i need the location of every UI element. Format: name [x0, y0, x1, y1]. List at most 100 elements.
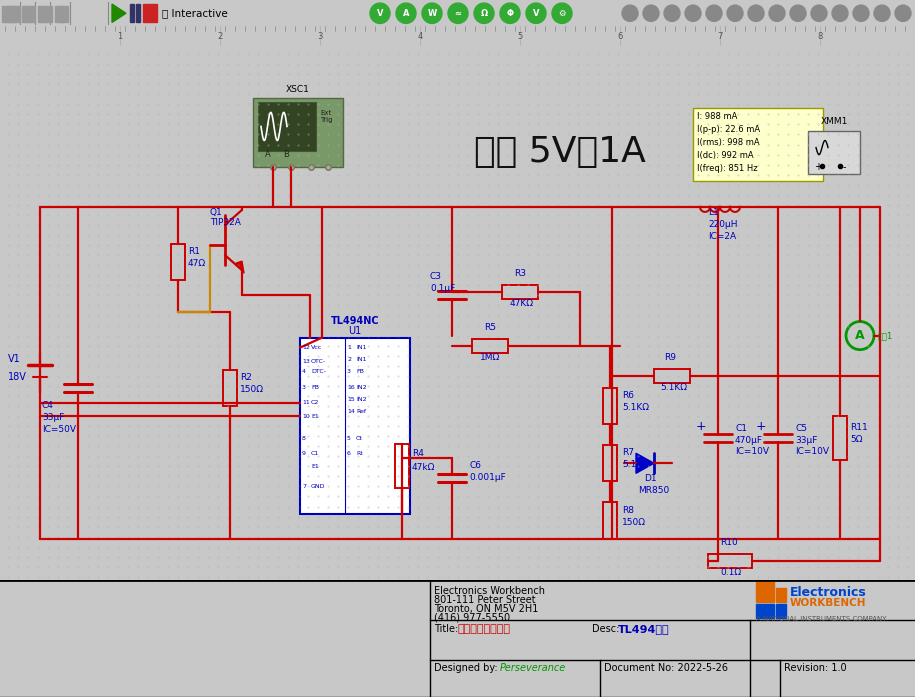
Text: C5: C5: [795, 424, 807, 433]
Text: IC=10V: IC=10V: [795, 447, 829, 456]
Text: I: 988 mA: I: 988 mA: [697, 112, 737, 121]
Text: 5: 5: [517, 32, 522, 40]
Text: 3: 3: [302, 385, 306, 390]
Circle shape: [790, 5, 806, 22]
Bar: [60, 6, 68, 22]
Text: 4: 4: [302, 369, 306, 374]
Circle shape: [706, 5, 722, 22]
Text: 150Ω: 150Ω: [240, 385, 264, 394]
Text: I(rms): 998 mA: I(rms): 998 mA: [697, 138, 759, 147]
Text: 470µF: 470µF: [735, 436, 763, 445]
Text: Vcc: Vcc: [311, 345, 322, 350]
Bar: [130, 4, 134, 22]
Circle shape: [448, 3, 468, 24]
Text: 零件1: 零件1: [878, 331, 893, 340]
Text: IN1: IN1: [356, 345, 367, 350]
Text: XMM1: XMM1: [821, 117, 847, 126]
Circle shape: [422, 3, 442, 24]
Text: MR850: MR850: [638, 487, 669, 496]
Bar: [603, 388, 617, 424]
Text: V: V: [377, 9, 383, 17]
Text: (416) 977-5550: (416) 977-5550: [434, 613, 511, 623]
Circle shape: [396, 3, 416, 24]
Text: V1: V1: [8, 353, 21, 364]
Text: 1MΩ: 1MΩ: [480, 353, 501, 362]
Text: R6: R6: [622, 391, 634, 400]
Bar: [395, 444, 409, 489]
Text: +: +: [696, 420, 706, 433]
Circle shape: [811, 5, 827, 22]
Text: C1: C1: [311, 451, 319, 456]
Bar: [603, 503, 617, 539]
Text: A: A: [856, 329, 865, 342]
Bar: [12, 6, 20, 22]
Text: Ct: Ct: [356, 436, 363, 441]
Polygon shape: [636, 453, 654, 473]
Circle shape: [474, 3, 494, 24]
Text: IN2: IN2: [356, 397, 367, 402]
Text: Q1: Q1: [210, 208, 222, 217]
Text: XSC1: XSC1: [286, 85, 310, 94]
Text: 11: 11: [302, 401, 310, 406]
Bar: [55, 6, 63, 22]
Text: Document No: 2022-5-26: Document No: 2022-5-26: [604, 663, 728, 673]
Circle shape: [748, 5, 764, 22]
Text: A: A: [403, 9, 409, 17]
Text: R5: R5: [484, 323, 496, 332]
Text: 5.1KΩ: 5.1KΩ: [660, 383, 687, 392]
Text: 2: 2: [218, 32, 222, 40]
Text: IN2: IN2: [356, 385, 367, 390]
Text: Toronto, ON M5V 2H1: Toronto, ON M5V 2H1: [434, 604, 538, 614]
Bar: [756, 582, 774, 602]
Text: R8: R8: [622, 505, 634, 514]
Text: 12: 12: [302, 345, 310, 350]
Bar: [472, 339, 508, 353]
Text: I(freq): 851 Hz: I(freq): 851 Hz: [697, 164, 758, 173]
Bar: [776, 604, 786, 618]
Circle shape: [552, 3, 572, 24]
Circle shape: [832, 5, 848, 22]
Bar: [136, 4, 140, 22]
Text: Perseverance: Perseverance: [500, 663, 566, 673]
Text: 🔧 Interactive: 🔧 Interactive: [162, 8, 228, 18]
Text: 47Ω: 47Ω: [188, 259, 206, 268]
Text: R11: R11: [850, 423, 867, 432]
Text: 7: 7: [302, 484, 306, 489]
Text: L1: L1: [708, 208, 719, 217]
Text: TL494NC: TL494NC: [330, 316, 380, 325]
Circle shape: [895, 5, 911, 22]
Text: 7: 7: [717, 32, 723, 40]
Text: A: A: [265, 150, 271, 159]
Text: 3: 3: [318, 32, 323, 40]
Text: 5.1KΩ: 5.1KΩ: [622, 403, 649, 412]
Text: 18V: 18V: [8, 372, 27, 382]
Text: 150Ω: 150Ω: [622, 518, 646, 527]
Text: TL494电路: TL494电路: [618, 624, 670, 634]
Polygon shape: [236, 261, 244, 273]
Bar: [502, 285, 538, 300]
Text: R7: R7: [622, 448, 634, 457]
Text: Electronics Workbench: Electronics Workbench: [434, 586, 545, 596]
Text: Desc:: Desc:: [592, 624, 619, 634]
Text: FB: FB: [356, 369, 364, 374]
Text: 16: 16: [347, 385, 355, 390]
Text: Revision: 1.0: Revision: 1.0: [784, 663, 846, 673]
Bar: [171, 244, 185, 280]
Circle shape: [500, 3, 520, 24]
Text: 5.1kΩ: 5.1kΩ: [622, 460, 649, 469]
Text: ≈: ≈: [455, 9, 461, 17]
Circle shape: [853, 5, 869, 22]
Text: Designed by:: Designed by:: [434, 663, 498, 673]
Bar: [223, 370, 237, 406]
Bar: [253, 98, 343, 167]
Circle shape: [727, 5, 743, 22]
Text: R3: R3: [514, 269, 526, 278]
Bar: [300, 337, 410, 514]
Circle shape: [769, 5, 785, 22]
Text: OTC-: OTC-: [311, 359, 326, 365]
Text: +: +: [814, 162, 822, 171]
Text: IN1: IN1: [356, 357, 367, 362]
Bar: [693, 108, 823, 181]
Text: 6: 6: [618, 32, 623, 40]
Text: U1: U1: [349, 325, 361, 335]
